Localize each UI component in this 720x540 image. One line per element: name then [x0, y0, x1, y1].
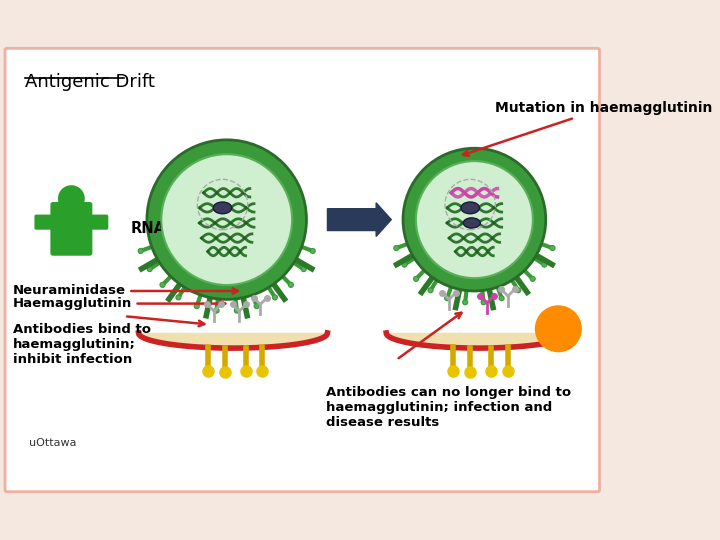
Circle shape [535, 305, 582, 352]
FancyBboxPatch shape [5, 49, 600, 491]
Text: Antibodies can no longer bind to
haemagglutinin; infection and
disease results: Antibodies can no longer bind to haemagg… [325, 386, 571, 429]
Circle shape [541, 262, 546, 267]
FancyArrow shape [328, 203, 391, 237]
Circle shape [416, 161, 533, 278]
Text: uOttawa: uOttawa [30, 438, 77, 448]
Circle shape [58, 185, 85, 212]
Text: Antigenic Drift: Antigenic Drift [25, 73, 155, 91]
Circle shape [445, 296, 450, 301]
Ellipse shape [461, 202, 480, 214]
Text: Haemagglutinin: Haemagglutinin [12, 297, 225, 310]
Circle shape [234, 308, 239, 313]
Ellipse shape [213, 202, 232, 214]
Circle shape [289, 282, 294, 287]
Circle shape [254, 303, 259, 309]
Circle shape [403, 148, 546, 291]
Ellipse shape [464, 218, 480, 228]
Circle shape [194, 303, 199, 309]
Text: Mutation in haemagglutinin: Mutation in haemagglutinin [463, 101, 713, 156]
Circle shape [413, 276, 418, 281]
Circle shape [161, 154, 292, 285]
Text: RNA: RNA [130, 220, 197, 235]
Circle shape [463, 300, 468, 305]
Circle shape [214, 308, 219, 313]
Circle shape [147, 140, 307, 299]
Circle shape [138, 248, 143, 253]
Circle shape [147, 267, 152, 272]
Circle shape [516, 288, 521, 293]
FancyBboxPatch shape [35, 214, 56, 230]
FancyBboxPatch shape [50, 202, 92, 256]
Circle shape [160, 282, 165, 287]
Circle shape [176, 295, 181, 300]
Circle shape [272, 295, 277, 300]
Circle shape [301, 267, 306, 272]
Circle shape [310, 248, 315, 253]
Text: Antibodies bind to
haemagglutinin;
inhibit infection: Antibodies bind to haemagglutinin; inhib… [12, 323, 150, 366]
Circle shape [428, 288, 433, 293]
Circle shape [394, 246, 399, 251]
Circle shape [550, 246, 555, 251]
Circle shape [499, 296, 504, 301]
Circle shape [402, 262, 407, 267]
FancyBboxPatch shape [86, 214, 108, 230]
Text: Neuraminidase: Neuraminidase [12, 285, 238, 298]
Circle shape [530, 276, 535, 281]
Circle shape [481, 300, 486, 305]
